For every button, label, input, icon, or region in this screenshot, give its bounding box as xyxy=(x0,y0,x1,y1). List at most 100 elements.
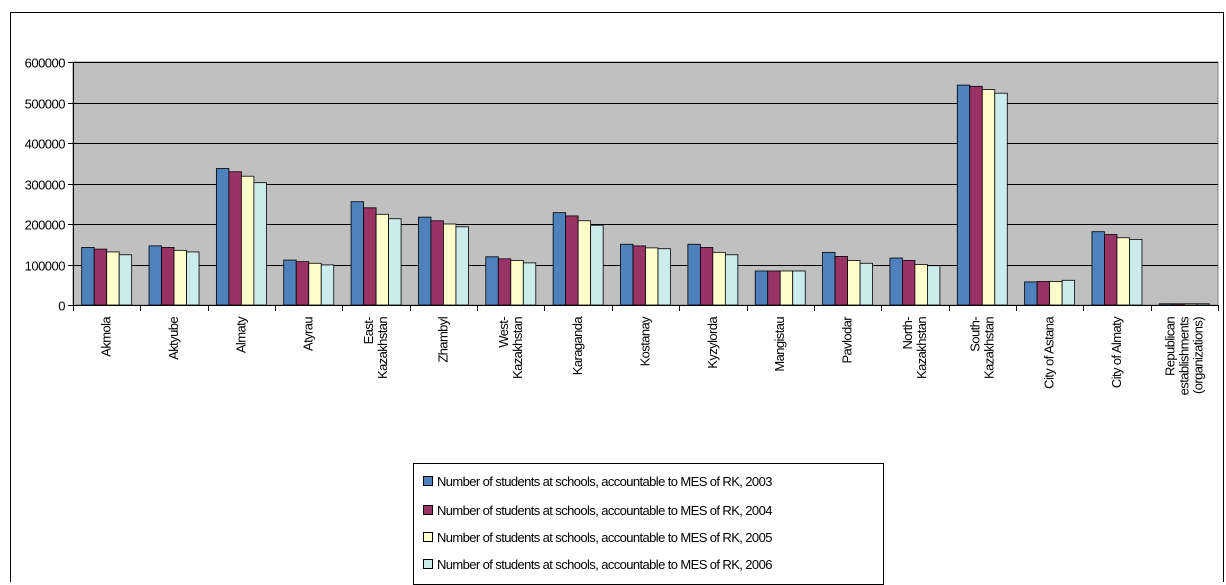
bar-3-series-0 xyxy=(283,259,297,306)
legend-label-2003: Number of students at schools, accountab… xyxy=(437,473,772,489)
x-tick-label-13-line-1: Kazakhstan xyxy=(981,317,996,379)
legend-label-2005: Number of students at schools, accountab… xyxy=(437,529,772,545)
x-tick-label-6-line-0: West- xyxy=(496,317,511,348)
legend-item-2006: Number of students at schools, accountab… xyxy=(423,554,772,574)
x-tick-label-15-line-0: City of Almaty xyxy=(1109,316,1124,388)
bar-15-series-3 xyxy=(1129,238,1143,306)
bar-11-series-3 xyxy=(859,262,873,306)
x-tick-label-8-line-0: Kostanay xyxy=(638,316,653,367)
bar-1-series-3 xyxy=(186,251,200,306)
bar-6-series-0 xyxy=(485,256,499,306)
y-tick-label-1: 100000 xyxy=(25,259,66,274)
bar-4-series-2 xyxy=(375,213,389,306)
bar-0-series-2 xyxy=(106,251,120,306)
bar-12-series-1 xyxy=(902,260,916,306)
x-tick-label-4-line-0: East- xyxy=(361,317,376,345)
bar-12-series-2 xyxy=(914,264,928,306)
x-tick-label-12-line-1: Kazakhstan xyxy=(914,317,929,379)
bar-10-series-1 xyxy=(767,270,781,306)
bar-15-series-0 xyxy=(1091,231,1105,306)
bar-14-series-1 xyxy=(1036,281,1051,306)
bar-6-series-1 xyxy=(497,258,512,306)
x-tick-label-12-line-0: North- xyxy=(900,317,915,350)
bar-1-series-1 xyxy=(161,247,175,306)
bar-0-series-0 xyxy=(81,247,95,306)
bar-10-series-3 xyxy=(792,270,806,306)
bar-7-series-1 xyxy=(565,215,579,306)
legend-swatch-2005 xyxy=(423,532,433,542)
bar-13-series-0 xyxy=(956,84,971,306)
bar-0-series-3 xyxy=(118,254,133,306)
y-tick-label-3: 300000 xyxy=(25,178,66,193)
x-tick-label-16-line-0: Republican xyxy=(1162,317,1177,376)
legend-item-2004: Number of students at schools, accountab… xyxy=(423,500,772,520)
bar-6-series-3 xyxy=(522,262,537,306)
y-axis-ticks: 0 100000 200000 300000 400000 500000 600000 xyxy=(25,56,1219,314)
x-tick-label-11-line-0: Pavlodar xyxy=(840,316,855,364)
y-tick-label-2: 200000 xyxy=(25,218,66,233)
legend-swatch-2004 xyxy=(423,505,433,515)
bar-7-series-0 xyxy=(552,212,567,306)
x-tick-label-9-line-0: Kyzylorda xyxy=(705,316,720,369)
y-tick-label-6: 600000 xyxy=(25,56,66,71)
x-tick-label-13-line-0: South- xyxy=(967,317,982,352)
y-tick-label-4: 400000 xyxy=(25,137,66,152)
bar-4-series-1 xyxy=(363,207,377,306)
bar-2-series-1 xyxy=(228,171,242,306)
bar-15-series-1 xyxy=(1104,234,1118,306)
x-tick-label-6-line-1: Kazakhstan xyxy=(510,317,525,379)
bar-16-series-3 xyxy=(1196,303,1210,306)
bar-13-series-1 xyxy=(969,85,983,306)
bar-11-series-1 xyxy=(834,255,848,306)
bar-12-series-3 xyxy=(927,265,941,306)
bar-8-series-3 xyxy=(657,248,671,306)
bar-7-series-3 xyxy=(590,224,604,306)
bar-0-series-1 xyxy=(93,248,108,306)
x-tick-label-4-line-1: Kazakhstan xyxy=(375,317,390,379)
legend-item-2005: Number of students at schools, accountab… xyxy=(423,527,772,547)
bar-5-series-0 xyxy=(418,216,432,306)
x-tick-label-10-line-0: Mangistau xyxy=(772,317,787,372)
bar-13-series-2 xyxy=(981,89,996,306)
bar-8-series-2 xyxy=(645,247,659,306)
bar-9-series-0 xyxy=(687,243,701,306)
bars xyxy=(81,84,1210,306)
bar-2-series-0 xyxy=(215,168,230,306)
x-tick-label-5-line-0: Zhambyl xyxy=(435,316,450,362)
bar-8-series-0 xyxy=(620,243,634,306)
x-tick-label-0-line-0: Akmola xyxy=(99,316,114,357)
bar-4-series-3 xyxy=(388,218,402,306)
x-axis-labels: Akmola Aktyube Almaty Atyrau East- Kazakhstan… xyxy=(99,316,1206,396)
bar-10-series-0 xyxy=(754,270,769,306)
bar-14-series-3 xyxy=(1061,279,1076,306)
bar-14-series-0 xyxy=(1024,281,1038,306)
legend-label-2006: Number of students at schools, accountab… xyxy=(437,556,772,572)
legend-swatch-2003 xyxy=(423,476,433,486)
x-tick-label-2-line-0: Almaty xyxy=(233,316,248,353)
y-tick-label-0: 0 xyxy=(58,299,65,314)
bar-16-series-0 xyxy=(1158,303,1173,306)
x-tick-label-1-line-0: Aktyube xyxy=(166,317,181,360)
bar-3-series-2 xyxy=(308,262,322,306)
bar-12-series-0 xyxy=(889,257,903,306)
bar-11-series-0 xyxy=(822,251,836,306)
bar-11-series-2 xyxy=(847,260,861,306)
bar-4-series-0 xyxy=(350,201,364,306)
legend-swatch-2006 xyxy=(423,559,433,569)
bar-6-series-2 xyxy=(510,260,524,306)
x-tick-label-14-line-0: City of Astana xyxy=(1042,316,1057,389)
bar-7-series-2 xyxy=(577,220,592,306)
bar-16-series-2 xyxy=(1183,303,1198,306)
bar-2-series-3 xyxy=(253,182,267,306)
legend: Number of students at schools, accountab… xyxy=(413,463,884,585)
bar-15-series-2 xyxy=(1116,237,1130,306)
bar-5-series-1 xyxy=(430,220,444,306)
bar-16-series-1 xyxy=(1171,303,1185,306)
bar-14-series-2 xyxy=(1049,281,1063,306)
bar-1-series-0 xyxy=(148,245,162,306)
bar-9-series-3 xyxy=(724,254,739,306)
bar-8-series-1 xyxy=(632,245,646,306)
bar-13-series-3 xyxy=(994,92,1008,306)
bar-9-series-1 xyxy=(699,247,714,306)
